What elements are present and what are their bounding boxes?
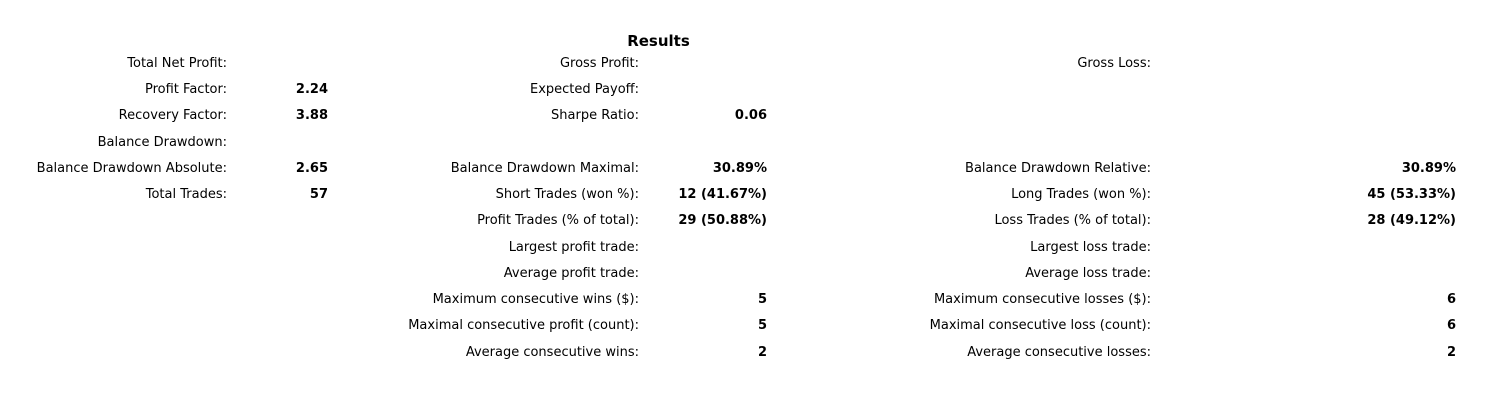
max-consecutive-losses-label: Maximum consecutive losses ($): xyxy=(933,292,1151,307)
gross-profit-label: Gross Profit: xyxy=(559,56,639,71)
balance-drawdown-maximal-label: Balance Drawdown Maximal: xyxy=(450,161,639,176)
stats-row-average-trade: Average profit trade: Average loss trade… xyxy=(0,264,1493,284)
average-consecutive-wins-value: 2 xyxy=(757,345,767,360)
total-trades-label: Total Trades: xyxy=(145,187,227,202)
stats-row-max-consecutive-amount: Maximum consecutive wins ($): 5 Maximum … xyxy=(0,290,1493,310)
largest-loss-trade-label: Largest loss trade: xyxy=(1030,240,1151,255)
total-net-profit-label: Total Net Profit: xyxy=(127,56,227,71)
stats-row-total-net-profit: Total Net Profit: Gross Profit: Gross Lo… xyxy=(0,54,1493,74)
loss-trades-label: Loss Trades (% of total): xyxy=(994,213,1151,228)
average-consecutive-losses-value: 2 xyxy=(1446,345,1456,360)
maximal-consecutive-loss-value: 6 xyxy=(1446,318,1456,333)
balance-drawdown-relative-label: Balance Drawdown Relative: xyxy=(965,161,1151,176)
max-consecutive-wins-value: 5 xyxy=(757,292,767,307)
recovery-factor-value: 3.88 xyxy=(295,108,328,123)
max-consecutive-wins-label: Maximum consecutive wins ($): xyxy=(432,292,639,307)
profit-trades-value: 29 (50.88%) xyxy=(678,213,767,228)
profit-factor-value: 2.24 xyxy=(295,82,328,97)
balance-drawdown-maximal-value: 30.89% xyxy=(712,161,767,176)
expected-payoff-label: Expected Payoff: xyxy=(530,82,639,97)
stats-row-balance-drawdown-details: Balance Drawdown Absolute: 2.65 Balance … xyxy=(0,159,1493,179)
balance-drawdown-label: Balance Drawdown: xyxy=(97,135,227,150)
stats-row-trades: Total Trades: 57 Short Trades (won %): 1… xyxy=(0,185,1493,205)
stats-row-largest-trade: Largest profit trade: Largest loss trade… xyxy=(0,238,1493,258)
recovery-factor-label: Recovery Factor: xyxy=(118,108,227,123)
average-loss-trade-label: Average loss trade: xyxy=(1025,266,1151,281)
average-consecutive-losses-label: Average consecutive losses: xyxy=(967,345,1151,360)
sharpe-ratio-label: Sharpe Ratio: xyxy=(551,108,639,123)
average-profit-trade-label: Average profit trade: xyxy=(503,266,639,281)
profit-factor-label: Profit Factor: xyxy=(145,82,227,97)
total-trades-value: 57 xyxy=(309,187,328,202)
largest-profit-trade-label: Largest profit trade: xyxy=(508,240,639,255)
maximal-consecutive-profit-label: Maximal consecutive profit (count): xyxy=(408,318,639,333)
stats-row-balance-drawdown: Balance Drawdown: xyxy=(0,133,1493,153)
short-trades-value: 12 (41.67%) xyxy=(678,187,767,202)
stats-row-max-consecutive-count: Maximal consecutive profit (count): 5 Ma… xyxy=(0,316,1493,336)
loss-trades-value: 28 (49.12%) xyxy=(1367,213,1456,228)
stats-row-recovery-factor: Recovery Factor: 3.88 Sharpe Ratio: 0.06 xyxy=(0,106,1493,126)
gross-loss-label: Gross Loss: xyxy=(1077,56,1151,71)
maximal-consecutive-loss-label: Maximal consecutive loss (count): xyxy=(929,318,1151,333)
short-trades-label: Short Trades (won %): xyxy=(495,187,639,202)
long-trades-value: 45 (53.33%) xyxy=(1367,187,1456,202)
stats-row-average-consecutive: Average consecutive wins: 2 Average cons… xyxy=(0,343,1493,363)
profit-trades-label: Profit Trades (% of total): xyxy=(477,213,639,228)
results-title: Results xyxy=(627,32,690,50)
maximal-consecutive-profit-value: 5 xyxy=(757,318,767,333)
stats-row-profit-loss-trades: Profit Trades (% of total): 29 (50.88%) … xyxy=(0,211,1493,231)
max-consecutive-losses-value: 6 xyxy=(1446,292,1456,307)
sharpe-ratio-value: 0.06 xyxy=(734,108,767,123)
balance-drawdown-relative-value: 30.89% xyxy=(1401,161,1456,176)
balance-drawdown-absolute-label: Balance Drawdown Absolute: xyxy=(36,161,227,176)
long-trades-label: Long Trades (won %): xyxy=(1011,187,1151,202)
balance-drawdown-absolute-value: 2.65 xyxy=(295,161,328,176)
stats-row-profit-factor: Profit Factor: 2.24 Expected Payoff: xyxy=(0,80,1493,100)
average-consecutive-wins-label: Average consecutive wins: xyxy=(465,345,639,360)
